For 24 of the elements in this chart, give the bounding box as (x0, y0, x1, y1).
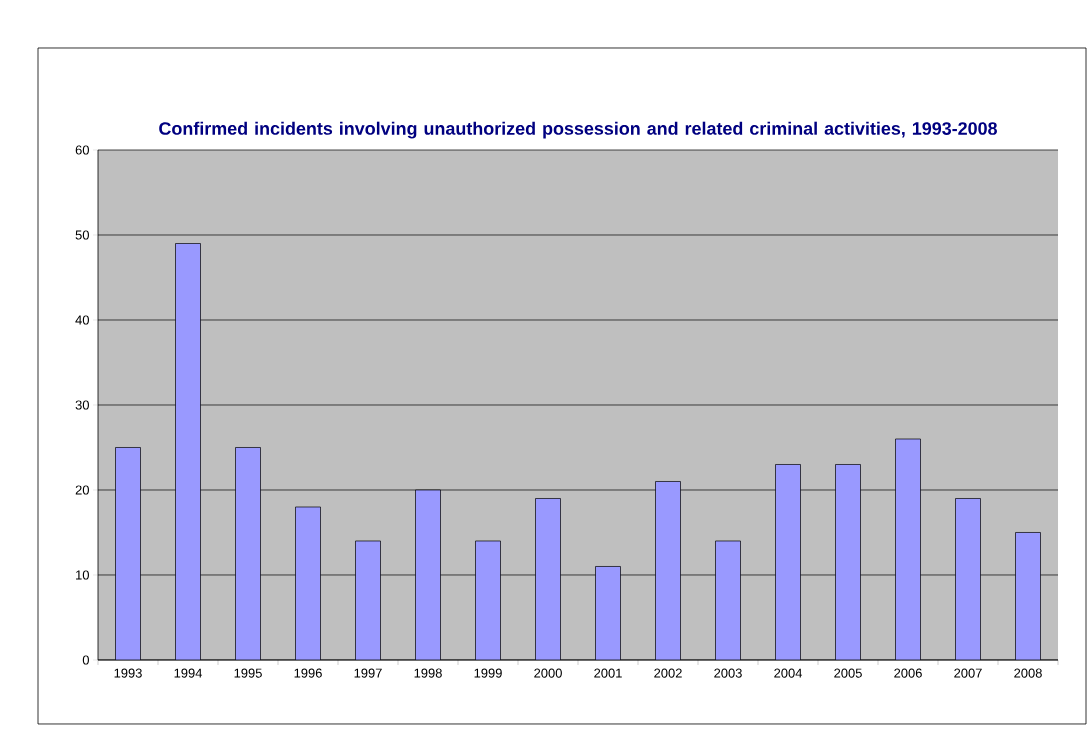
x-tick-label: 2008 (1014, 668, 1042, 678)
x-tick-label: 1996 (294, 668, 322, 678)
x-tick-label: 2004 (774, 668, 803, 678)
y-tick-label: 10 (76, 570, 89, 580)
x-tick-label: 2001 (594, 668, 622, 678)
x-tick-label: 1993 (114, 668, 142, 678)
x-tick-label: 1995 (234, 668, 262, 678)
y-tick-label: 20 (75, 485, 89, 495)
y-tick-label: 50 (75, 230, 89, 240)
x-tick-label: 2003 (714, 668, 742, 678)
x-tick-label: 1998 (414, 668, 442, 678)
x-tick-label: 2005 (834, 668, 862, 678)
x-tick-label: 1994 (174, 668, 203, 678)
y-tick-label: 60 (75, 145, 89, 155)
x-tick-label: 1997 (354, 668, 382, 678)
chart-title: Confirmed incidents involving unauthorized possession and related criminal activities, 1993-2008 (159, 121, 997, 139)
x-tick-label: 2002 (654, 668, 682, 678)
y-tick-label: 0 (82, 655, 89, 665)
x-tick-label: 2006 (894, 668, 922, 678)
x-tick-label: 2007 (954, 668, 982, 678)
x-tick-label: 1999 (474, 668, 502, 678)
y-tick-label: 30 (75, 400, 89, 410)
y-tick-label: 40 (75, 315, 89, 325)
x-tick-label: 2000 (534, 668, 562, 678)
